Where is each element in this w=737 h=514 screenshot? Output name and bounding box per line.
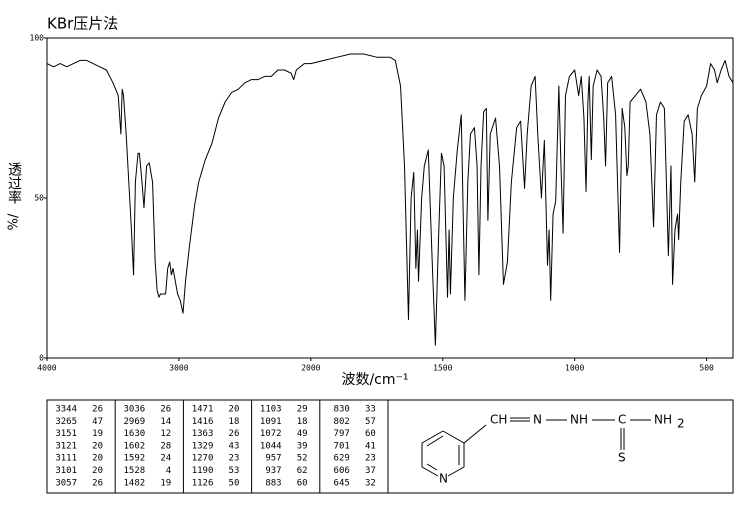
peak-wavenumber: 645 — [334, 478, 350, 488]
atom-label: S — [618, 451, 626, 465]
peak-transmittance: 14 — [160, 417, 171, 427]
chart-title: KBr压片法 — [47, 15, 118, 33]
x-tick-label: 3000 — [169, 364, 188, 373]
peak-wavenumber: 1471 — [192, 405, 214, 415]
y-unit: %/ — [7, 213, 22, 230]
x-tick-label: 1000 — [565, 364, 584, 373]
peak-transmittance: 43 — [229, 441, 240, 451]
peak-wavenumber: 1091 — [260, 417, 282, 427]
peak-wavenumber: 1329 — [192, 441, 214, 451]
peak-wavenumber: 629 — [334, 454, 350, 464]
peak-transmittance: 49 — [297, 429, 308, 439]
peak-wavenumber: 1528 — [124, 466, 146, 476]
peak-wavenumber: 802 — [334, 417, 350, 427]
peak-transmittance: 20 — [92, 454, 103, 464]
atom-subscript: 2 — [677, 417, 685, 431]
peak-transmittance: 20 — [92, 441, 103, 451]
peak-transmittance: 12 — [160, 429, 171, 439]
plot-frame — [46, 37, 734, 359]
y-label: 透过率 — [6, 162, 22, 204]
atom-label: N — [439, 472, 448, 486]
atom-label: NH — [654, 413, 672, 427]
atom-label: N — [533, 413, 542, 427]
peak-wavenumber: 1190 — [192, 466, 214, 476]
peak-transmittance: 26 — [92, 405, 103, 415]
peak-transmittance: 28 — [160, 441, 171, 451]
peak-transmittance: 29 — [297, 405, 308, 415]
peak-wavenumber: 830 — [334, 405, 350, 415]
peak-wavenumber: 1630 — [124, 429, 146, 439]
peak-transmittance: 20 — [229, 405, 240, 415]
structure-bonds — [421, 417, 651, 477]
x-tick-label: 4000 — [37, 364, 56, 373]
x-tick-label: 1500 — [433, 364, 452, 373]
peak-wavenumber: 3151 — [55, 429, 77, 439]
peak-wavenumber: 1044 — [260, 441, 282, 451]
peak-transmittance: 53 — [229, 466, 240, 476]
peak-wavenumber: 1592 — [124, 454, 146, 464]
peak-wavenumber: 937 — [265, 466, 281, 476]
peak-transmittance: 37 — [365, 466, 376, 476]
peak-wavenumber: 3265 — [55, 417, 77, 427]
peak-transmittance: 52 — [297, 454, 308, 464]
peak-transmittance: 60 — [365, 429, 376, 439]
peak-transmittance: 24 — [160, 454, 171, 464]
peak-wavenumber: 797 — [334, 429, 350, 439]
y-tick-label: 100 — [30, 34, 45, 43]
peak-wavenumber: 3344 — [55, 405, 77, 415]
peak-wavenumber: 3036 — [124, 405, 146, 415]
x-tick-label: 500 — [699, 364, 714, 373]
peak-wavenumber: 957 — [265, 454, 281, 464]
spectrum-line — [46, 53, 734, 346]
atom-label: NH — [570, 413, 588, 427]
peak-wavenumber: 606 — [334, 466, 350, 476]
peak-transmittance: 19 — [160, 478, 171, 488]
peak-transmittance: 26 — [229, 429, 240, 439]
peak-transmittance: 33 — [365, 405, 376, 415]
y-tick-label: 50 — [34, 194, 44, 203]
peak-wavenumber: 1072 — [260, 429, 282, 439]
peak-wavenumber: 3111 — [55, 454, 77, 464]
peak-wavenumber: 1363 — [192, 429, 214, 439]
table-frame — [46, 399, 734, 494]
peak-wavenumber: 3121 — [55, 441, 77, 451]
peak-wavenumber: 3101 — [55, 466, 77, 476]
x-tick-label: 2000 — [301, 364, 320, 373]
peak-transmittance: 32 — [365, 478, 376, 488]
peak-wavenumber: 1482 — [124, 478, 146, 488]
peak-transmittance: 57 — [365, 417, 376, 427]
peak-transmittance: 47 — [92, 417, 103, 427]
peak-wavenumber: 3057 — [55, 478, 77, 488]
peak-wavenumber: 883 — [265, 478, 281, 488]
peak-transmittance: 20 — [92, 466, 103, 476]
peak-wavenumber: 2969 — [124, 417, 146, 427]
atom-label: CH — [490, 413, 507, 427]
peak-transmittance: 23 — [365, 454, 376, 464]
peak-transmittance: 39 — [297, 441, 308, 451]
peak-transmittance: 60 — [297, 478, 308, 488]
y-tick-label: 0 — [39, 354, 44, 363]
peak-wavenumber: 1270 — [192, 454, 214, 464]
peak-transmittance: 18 — [229, 417, 240, 427]
peak-transmittance: 26 — [160, 405, 171, 415]
peak-wavenumber: 701 — [334, 441, 350, 451]
x-label: 波数/cm⁻¹ — [341, 372, 408, 388]
peak-transmittance: 19 — [92, 429, 103, 439]
peak-transmittance: 41 — [365, 441, 376, 451]
peak-transmittance: 62 — [297, 466, 308, 476]
peak-transmittance: 26 — [92, 478, 103, 488]
peak-transmittance: 23 — [229, 454, 240, 464]
peak-transmittance: 50 — [229, 478, 240, 488]
peak-wavenumber: 1126 — [192, 478, 214, 488]
peak-wavenumber: 1103 — [260, 405, 282, 415]
peak-wavenumber: 1416 — [192, 417, 214, 427]
peak-transmittance: 4 — [166, 466, 171, 476]
peak-wavenumber: 1602 — [124, 441, 146, 451]
atom-label: C — [618, 413, 626, 427]
peak-transmittance: 18 — [297, 417, 308, 427]
